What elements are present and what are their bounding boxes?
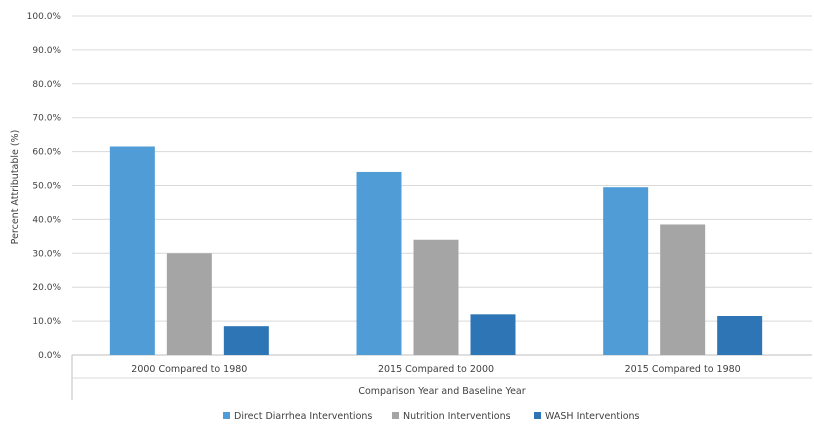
y-tick-label: 0.0% [38, 351, 61, 361]
y-tick-label: 80.0% [32, 80, 61, 90]
x-category-label: 2000 Compared to 1980 [131, 364, 247, 375]
y-tick-label: 70.0% [32, 114, 61, 124]
y-tick-label: 90.0% [32, 46, 61, 56]
bars [109, 146, 763, 355]
x-category-label: 2015 Compared to 2000 [378, 364, 494, 375]
x-axis: 2000 Compared to 1980 2015 Compared to 20… [71, 355, 812, 400]
y-axis-title: Percent Attributable (%) [10, 130, 21, 245]
y-tick-label: 100.0% [27, 12, 62, 22]
x-axis-title: Comparison Year and Baseline Year [358, 386, 525, 397]
y-tick-label: 20.0% [32, 283, 61, 293]
bar [109, 146, 155, 355]
y-tick-labels: 0.0% 10.0% 20.0% 30.0% 40.0% 50.0% 60.0% 70.0% 8… [27, 12, 62, 361]
y-tick-label: 30.0% [32, 249, 61, 259]
legend-label: Direct Diarrhea Interventions [234, 411, 372, 422]
bar [717, 316, 763, 355]
legend-swatch [392, 412, 399, 419]
y-tick-label: 60.0% [32, 148, 61, 158]
legend-label: WASH Interventions [545, 411, 640, 422]
legend-swatch [534, 412, 541, 419]
y-tick-label: 40.0% [32, 215, 61, 225]
bar [356, 171, 402, 355]
y-tick-label: 10.0% [32, 317, 61, 327]
x-category-label: 2015 Compared to 1980 [625, 364, 741, 375]
bar [660, 224, 706, 355]
legend-label: Nutrition Interventions [403, 411, 511, 422]
bar [470, 314, 516, 355]
legend: Direct Diarrhea Interventions Nutrition I… [223, 411, 640, 422]
bar [413, 239, 459, 355]
legend-swatch [223, 412, 230, 419]
y-tick-label: 50.0% [32, 182, 61, 192]
bar [166, 253, 212, 355]
bar [603, 187, 649, 355]
bar [223, 326, 269, 355]
